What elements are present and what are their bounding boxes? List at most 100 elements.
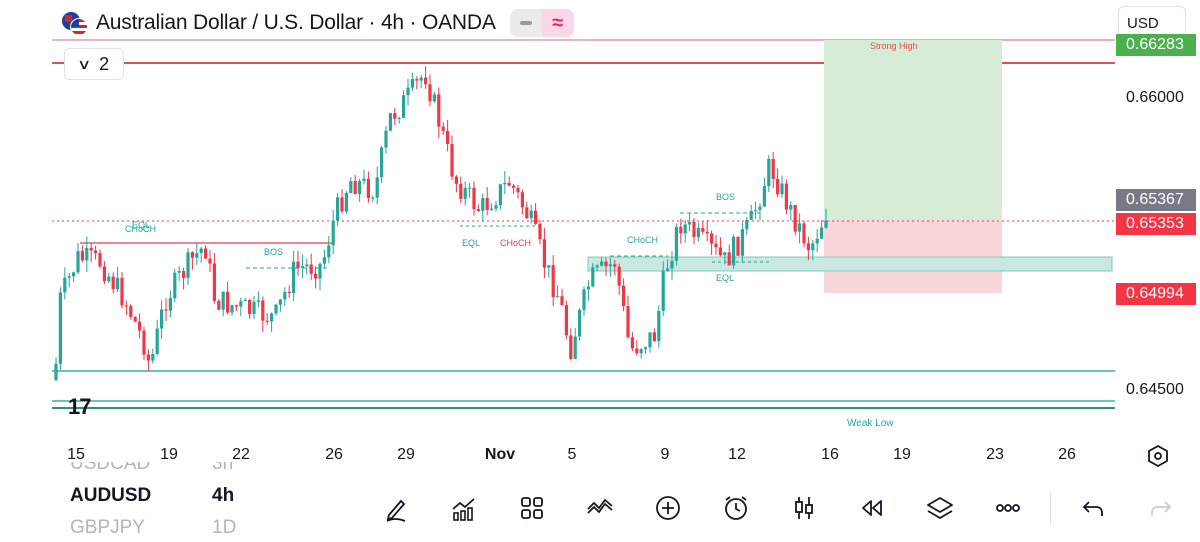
watchlist-row[interactable]: GBPJPY 1D <box>70 517 237 538</box>
time-axis-label: Nov <box>484 446 516 463</box>
minus-icon[interactable] <box>509 9 542 37</box>
candle-body <box>142 330 146 355</box>
candle-body <box>366 178 370 198</box>
candle-body <box>793 205 797 232</box>
candle-body <box>146 354 150 361</box>
price-tick: 0.64500 <box>1126 381 1184 398</box>
candle-body <box>393 113 397 119</box>
candle-body <box>454 176 458 184</box>
add-icon[interactable] <box>634 486 702 530</box>
candle-body <box>252 301 256 314</box>
candle-body <box>415 79 419 81</box>
candle-body <box>490 208 494 210</box>
candle-body <box>441 126 445 131</box>
candle-body <box>344 192 348 212</box>
stop-price-tag: 0.64994 <box>1116 283 1196 305</box>
candle-body <box>98 253 102 267</box>
legend-toggle-button[interactable]: ∨ 2 <box>64 48 124 80</box>
candle-body <box>410 79 414 88</box>
candle-body <box>283 291 287 300</box>
candle-body <box>168 298 172 311</box>
hexagon-settings-icon[interactable] <box>1146 444 1170 468</box>
candle-body <box>129 305 133 318</box>
candle-body <box>666 268 670 271</box>
candle-body <box>164 309 168 311</box>
time-axis-label: 29 <box>397 446 415 463</box>
price-tag-mid: 0.65367 <box>1116 189 1196 211</box>
indicators-icon[interactable] <box>430 486 498 530</box>
candle-body <box>608 264 612 267</box>
candle-body <box>661 270 665 311</box>
candle-body <box>516 187 520 193</box>
strong-high-label: Strong High <box>870 41 918 51</box>
watchlist-row[interactable]: USDCAD 3h <box>70 462 234 474</box>
time-axis-label: 26 <box>325 446 343 463</box>
candle-body <box>674 226 678 261</box>
candle-body <box>428 84 432 102</box>
alert-icon[interactable] <box>702 486 770 530</box>
layouts-icon[interactable] <box>498 486 566 530</box>
candle-body <box>652 332 656 342</box>
candle-body <box>815 238 819 244</box>
candle-body <box>683 224 687 234</box>
candle-body <box>644 347 648 350</box>
candle-body <box>287 291 291 294</box>
candle-body <box>212 263 216 301</box>
watchlist-row-active[interactable]: AUDUSD 4h <box>70 485 235 506</box>
approx-icon[interactable]: ≈ <box>541 9 574 37</box>
candle-body <box>762 186 766 207</box>
candle-body <box>740 229 744 256</box>
candle-body <box>234 305 238 307</box>
watchlist[interactable]: USDCAD 3h AUDUSD 4h GBPJPY 1D <box>70 462 250 542</box>
candle-body <box>714 243 718 248</box>
candle-body <box>406 87 410 96</box>
candle-body <box>204 248 208 259</box>
candle-body <box>173 272 177 299</box>
layers-icon[interactable] <box>906 486 974 530</box>
candle-body <box>340 197 344 212</box>
time-axis-label: 26 <box>1058 446 1076 463</box>
candle-body <box>622 285 626 307</box>
candle-body <box>124 305 128 307</box>
weak-low-label: Weak Low <box>847 418 894 429</box>
bos-label-1: BOS <box>264 247 283 257</box>
candle-body <box>732 236 736 266</box>
bottom-toolbar <box>362 486 1195 530</box>
redo-icon[interactable] <box>1127 486 1195 530</box>
tradingview-logo-icon: 17 <box>68 394 92 419</box>
candle-body <box>336 197 340 221</box>
time-axis-label: 15 <box>67 446 85 463</box>
symbol-title[interactable]: Australian Dollar / U.S. Dollar · 4h · O… <box>96 11 496 34</box>
chevron-down-icon: ∨ <box>76 55 92 72</box>
candle-body <box>230 305 234 313</box>
candle-body <box>503 182 507 185</box>
time-axis-label: 16 <box>821 446 839 463</box>
candle-body <box>758 206 762 210</box>
patterns-icon[interactable] <box>566 486 634 530</box>
candle-body <box>626 306 630 338</box>
undo-icon[interactable] <box>1059 486 1127 530</box>
time-axis-label: 12 <box>728 446 746 463</box>
take-profit-zone <box>824 40 1002 220</box>
candle-body <box>692 222 696 237</box>
aud-usd-flag-icon <box>62 10 88 36</box>
candle-body <box>278 299 282 305</box>
candle-body <box>600 261 604 266</box>
candle-body <box>811 243 815 251</box>
candle-body <box>239 301 243 307</box>
candle-body <box>380 147 384 178</box>
candle-body <box>397 117 401 119</box>
symbol-header[interactable]: Australian Dollar / U.S. Dollar · 4h · O… <box>62 6 574 40</box>
time-axis-label: 19 <box>893 446 911 463</box>
candle-body <box>556 296 560 298</box>
draw-icon[interactable] <box>362 486 430 530</box>
replay-icon[interactable] <box>838 486 906 530</box>
candle-body <box>102 266 106 282</box>
candle-body <box>63 277 67 293</box>
candle-body <box>402 95 406 118</box>
more-icon[interactable] <box>974 486 1042 530</box>
candles-icon[interactable] <box>770 486 838 530</box>
candle-body <box>54 363 58 380</box>
candle-body <box>806 243 810 251</box>
